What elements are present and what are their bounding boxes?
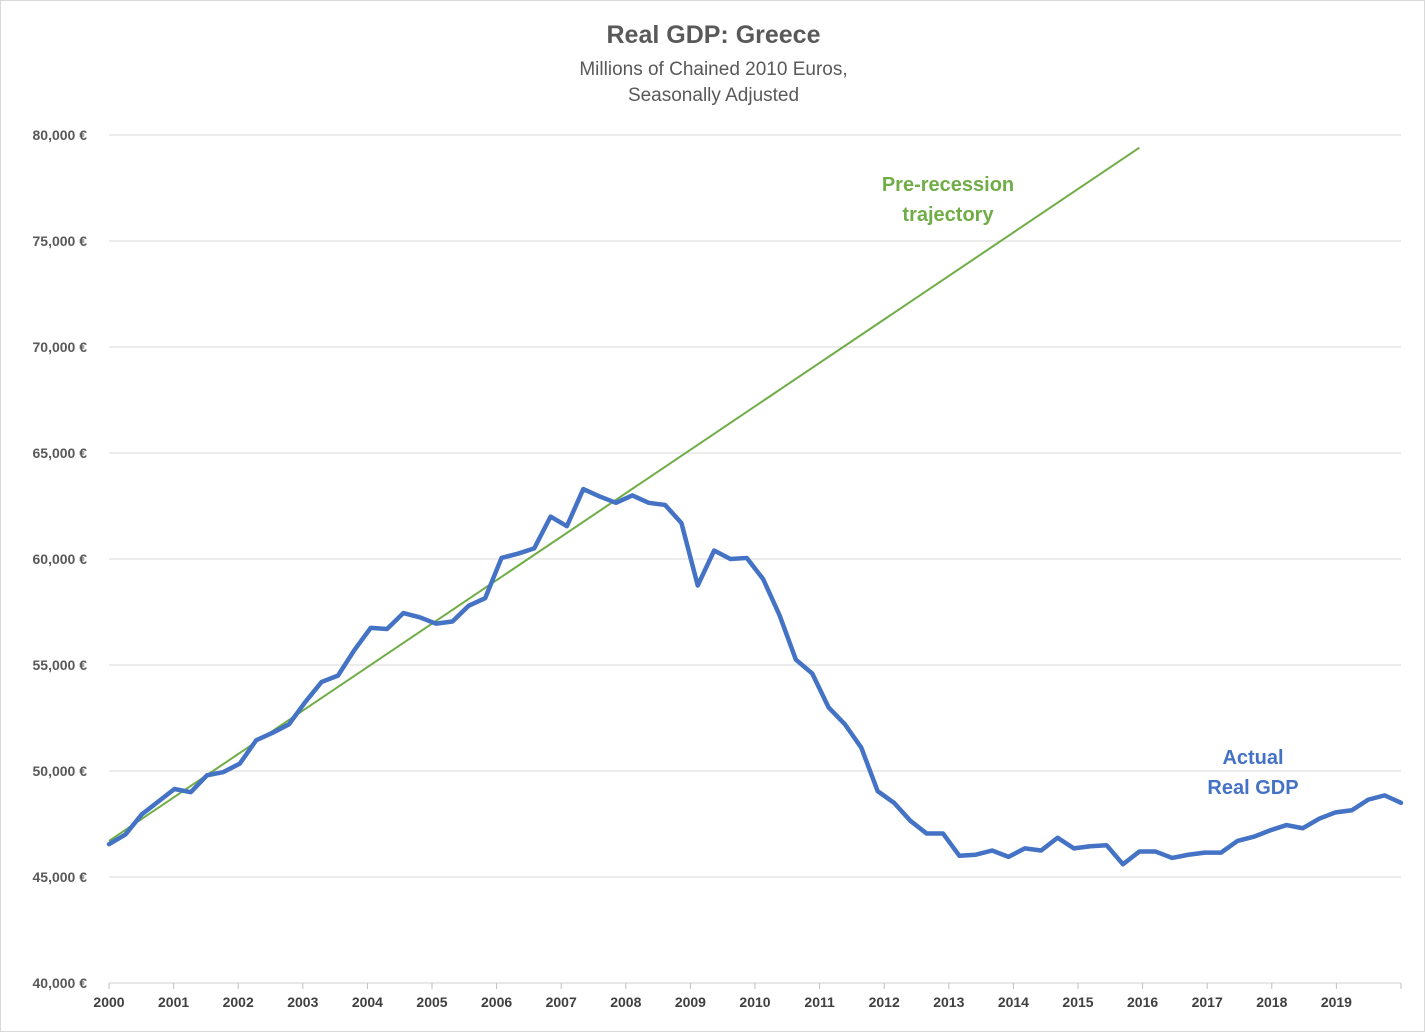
x-tick-label-2005: 2005 <box>416 994 447 1010</box>
x-tick-label-2019: 2019 <box>1321 994 1352 1010</box>
series-line-pre-recession-trajectory <box>108 146 1140 842</box>
x-tick-label-2013: 2013 <box>933 994 964 1010</box>
chart-subtitle-line-2: Seasonally Adjusted <box>627 85 800 106</box>
chart-subtitle-line-1: Millions of Chained 2010 Euros, <box>579 59 848 80</box>
annotations: Pre-recession trajectory Actual Real GDP <box>882 174 1299 799</box>
y-tick-label: 50,000 € <box>33 763 88 779</box>
x-tick-label-2009: 2009 <box>675 994 706 1010</box>
x-tick-label-2002: 2002 <box>223 994 254 1010</box>
x-tick-label-2011: 2011 <box>804 994 835 1010</box>
y-tick-label: 80,000 € <box>33 127 88 143</box>
axes: 40,000 € 45,000 € 50,000 € 55,000 € 60,000 €… <box>33 127 1402 1010</box>
chart-title: Real GDP: Greece <box>606 21 821 49</box>
x-tick-label-2012: 2012 <box>869 994 900 1010</box>
x-tick-label-2006: 2006 <box>481 994 512 1010</box>
y-tick-label: 45,000 € <box>33 869 88 885</box>
y-tick-label: 70,000 € <box>33 339 88 355</box>
x-tick-label-2001: 2001 <box>158 994 189 1010</box>
y-tick-label: 60,000 € <box>33 551 88 567</box>
annotation-pre-recession-line-1: Pre-recession <box>882 174 1014 196</box>
series <box>106 146 1404 867</box>
x-tick-label-2015: 2015 <box>1062 994 1093 1010</box>
annotation-actual-line-1: Actual <box>1222 747 1283 769</box>
y-tick-label: 55,000 € <box>33 657 88 673</box>
x-tick-label-2018: 2018 <box>1256 994 1287 1010</box>
x-tick-label-2008: 2008 <box>610 994 641 1010</box>
x-tick-label-2016: 2016 <box>1127 994 1158 1010</box>
series-line-actual-real-gdp <box>106 486 1404 867</box>
y-tick-label: 65,000 € <box>33 445 88 461</box>
x-tick-label-2000: 2000 <box>93 994 124 1010</box>
annotation-pre-recession-line-2: trajectory <box>902 204 994 226</box>
x-tick-label-2010: 2010 <box>739 994 770 1010</box>
x-tick-label-2004: 2004 <box>352 994 383 1010</box>
x-tick-label-2014: 2014 <box>998 994 1029 1010</box>
gridlines <box>109 134 1401 878</box>
x-tick-label-2017: 2017 <box>1192 994 1223 1010</box>
annotation-actual-line-2: Real GDP <box>1207 777 1298 799</box>
y-tick-label: 40,000 € <box>33 975 88 991</box>
y-tick-label: 75,000 € <box>33 233 88 249</box>
x-tick-label-2007: 2007 <box>546 994 577 1010</box>
x-tick-label-2003: 2003 <box>287 994 318 1010</box>
